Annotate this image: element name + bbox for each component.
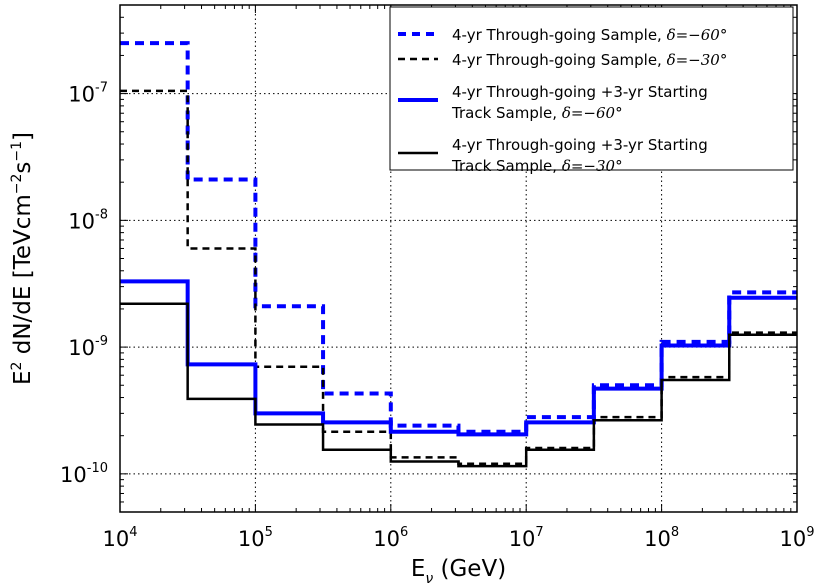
series-line-4-yr-through-going-3-yr-starting-track-sample-30 — [120, 302, 797, 468]
legend-label-3-line-1: 4-yr Through-going +3-yr Starting — [452, 83, 708, 101]
x-tick-label: 109 — [779, 525, 814, 551]
x-tick-labels: 104 105 106 107 108 109 — [102, 525, 814, 551]
y-tick-label: 10-7 — [68, 81, 108, 107]
series-line-4-yr-through-going-3-yr-starting-track-sample-60 — [120, 279, 797, 437]
legend-label-3-line-2: Track Sample, δ=−60° — [451, 104, 623, 122]
legend-box — [389, 6, 794, 171]
y-tick-label: 10-8 — [68, 207, 108, 233]
y-tick-labels: 10-10 10-9 10-8 10-7 — [60, 81, 108, 487]
x-tick-label: 107 — [509, 525, 544, 551]
x-tick-label: 105 — [238, 525, 273, 551]
x-axis-title: Eν (GeV) — [411, 556, 506, 587]
legend-label-4-line-1: 4-yr Through-going +3-yr Starting — [452, 136, 708, 154]
legend-label-1: 4-yr Through-going Sample, δ=−60° — [452, 26, 727, 44]
y-axis-title: E2 dN/dE [TeVcm−2s−1] — [9, 132, 36, 385]
series-layer — [120, 41, 797, 468]
y-tick-label: 10-10 — [60, 461, 108, 487]
legend-label-4-line-2: Track Sample, δ=−30° — [451, 157, 623, 175]
x-tick-label: 104 — [102, 525, 137, 551]
x-tick-label: 106 — [373, 525, 408, 551]
y-tick-label: 10-9 — [68, 334, 108, 360]
legend-label-2: 4-yr Through-going Sample, δ=−30° — [452, 51, 727, 69]
x-tick-label: 108 — [644, 525, 679, 551]
legend: 4-yr Through-going Sample, δ=−60° 4-yr Th… — [389, 6, 794, 175]
